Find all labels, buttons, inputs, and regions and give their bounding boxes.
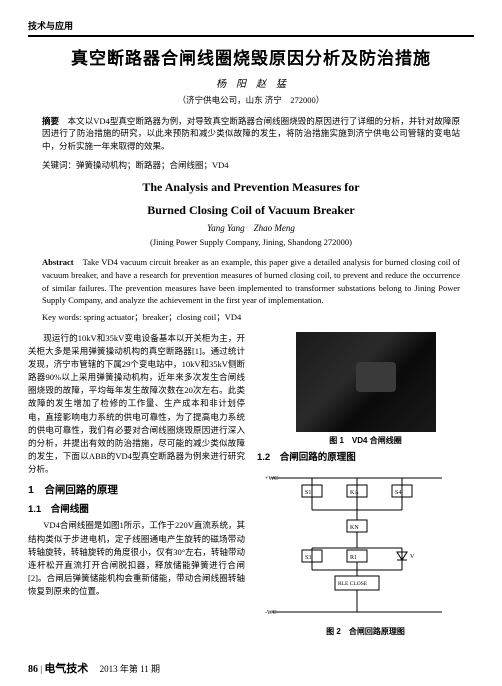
keywords-text-en: spring actuator；breaker；closing coil；VD4 xyxy=(84,312,242,322)
section-1-heading: 1 合闸回路的原理 xyxy=(28,482,245,498)
node-kn: KN xyxy=(350,525,359,531)
chinese-keywords: 关键词：弹簧操动机构；断路器；合闸线圈；VD4 xyxy=(42,159,460,171)
node-rle: RLE CLOSE xyxy=(338,581,368,587)
node-ka: KA xyxy=(350,490,359,496)
figure-1-image xyxy=(296,332,436,432)
english-title-line1: The Analysis and Prevention Measures for xyxy=(28,179,474,196)
chinese-authors: 杨 阳 赵 猛 xyxy=(28,78,474,93)
english-authors: Yang Yang Zhao Meng xyxy=(28,222,474,235)
magazine-name: 电气技术 xyxy=(44,663,88,675)
keywords-label-en: Key words: xyxy=(42,312,81,322)
section-1-1-heading: 1.1 合闸线圈 xyxy=(28,503,245,518)
section-1-2-heading: 1.2 合闸回路的原理图 xyxy=(257,451,474,466)
right-column: 图 1 VD4 合闸线圈 1.2 合闸回路的原理图 +WC -WC S1 KA … xyxy=(257,332,474,643)
english-keywords: Key words: spring actuator；breaker；closi… xyxy=(42,311,460,323)
node-s3: S3 xyxy=(305,555,311,561)
bus-bottom-label: -WC xyxy=(265,610,277,616)
section-header: 技术与应用 xyxy=(28,20,474,37)
body-columns: 现运行的10kV和35kV变电设备基本以开关柜为主，开关柜大多是采用弹簧操动机构… xyxy=(28,332,474,643)
chinese-title: 真空断路器合闸线圈烧毁原因分析及防治措施 xyxy=(28,47,474,72)
english-abstract: Abstract Take VD4 vacuum circuit breaker… xyxy=(42,256,460,307)
issue-label: 2013 年第 11 期 xyxy=(100,664,160,674)
intro-paragraph: 现运行的10kV和35kV变电设备基本以开关柜为主，开关柜大多是采用弹簧操动机构… xyxy=(28,332,245,477)
node-s1: S1 xyxy=(305,490,311,496)
abstract-label-cn: 摘要 xyxy=(42,116,59,126)
section-1-1-paragraph: VD4合闸线圈是如图1所示，工作于220V直流系统，其结构类似于步进电机，定子线… xyxy=(28,519,245,598)
left-column: 现运行的10kV和35kV变电设备基本以开关柜为主，开关柜大多是采用弹簧操动机构… xyxy=(28,332,245,643)
abstract-text-cn: 本文以VD4型真空断路器为例，对导致真空断路器合闸线圈烧毁的原因进行了详细的分析… xyxy=(42,116,460,152)
figure-1-caption: 图 1 VD4 合闸线圈 xyxy=(257,435,474,447)
english-title-line2: Burned Closing Coil of Vacuum Breaker xyxy=(28,202,474,219)
node-r1: R1 xyxy=(350,555,357,561)
chinese-abstract: 摘要 本文以VD4型真空断路器为例，对导致真空断路器合闸线圈烧毁的原因进行了详细… xyxy=(42,115,460,153)
figure-2-diagram: +WC -WC S1 KA S4 KN xyxy=(257,470,457,620)
bus-top-label: +WC xyxy=(265,476,278,482)
figure-2-caption: 图 2 合闸回路原理图 xyxy=(257,626,474,638)
keywords-text-cn: 弹簧操动机构；断路器；合闸线圈；VD4 xyxy=(76,160,229,170)
page-footer: 86 | 电气技术 2013 年第 11 期 xyxy=(28,662,160,678)
chinese-affiliation: （济宁供电公司，山东 济宁 272000） xyxy=(28,94,474,106)
node-s4: S4 xyxy=(395,490,401,496)
page-number: 86 xyxy=(28,664,38,675)
keywords-label-cn: 关键词： xyxy=(42,160,76,170)
abstract-label-en: Abstract xyxy=(42,257,74,267)
english-affiliation: (Jining Power Supply Company, Jining, Sh… xyxy=(28,236,474,248)
node-v: V xyxy=(410,554,415,560)
abstract-text-en: Take VD4 vacuum circuit breaker as an ex… xyxy=(42,257,460,305)
